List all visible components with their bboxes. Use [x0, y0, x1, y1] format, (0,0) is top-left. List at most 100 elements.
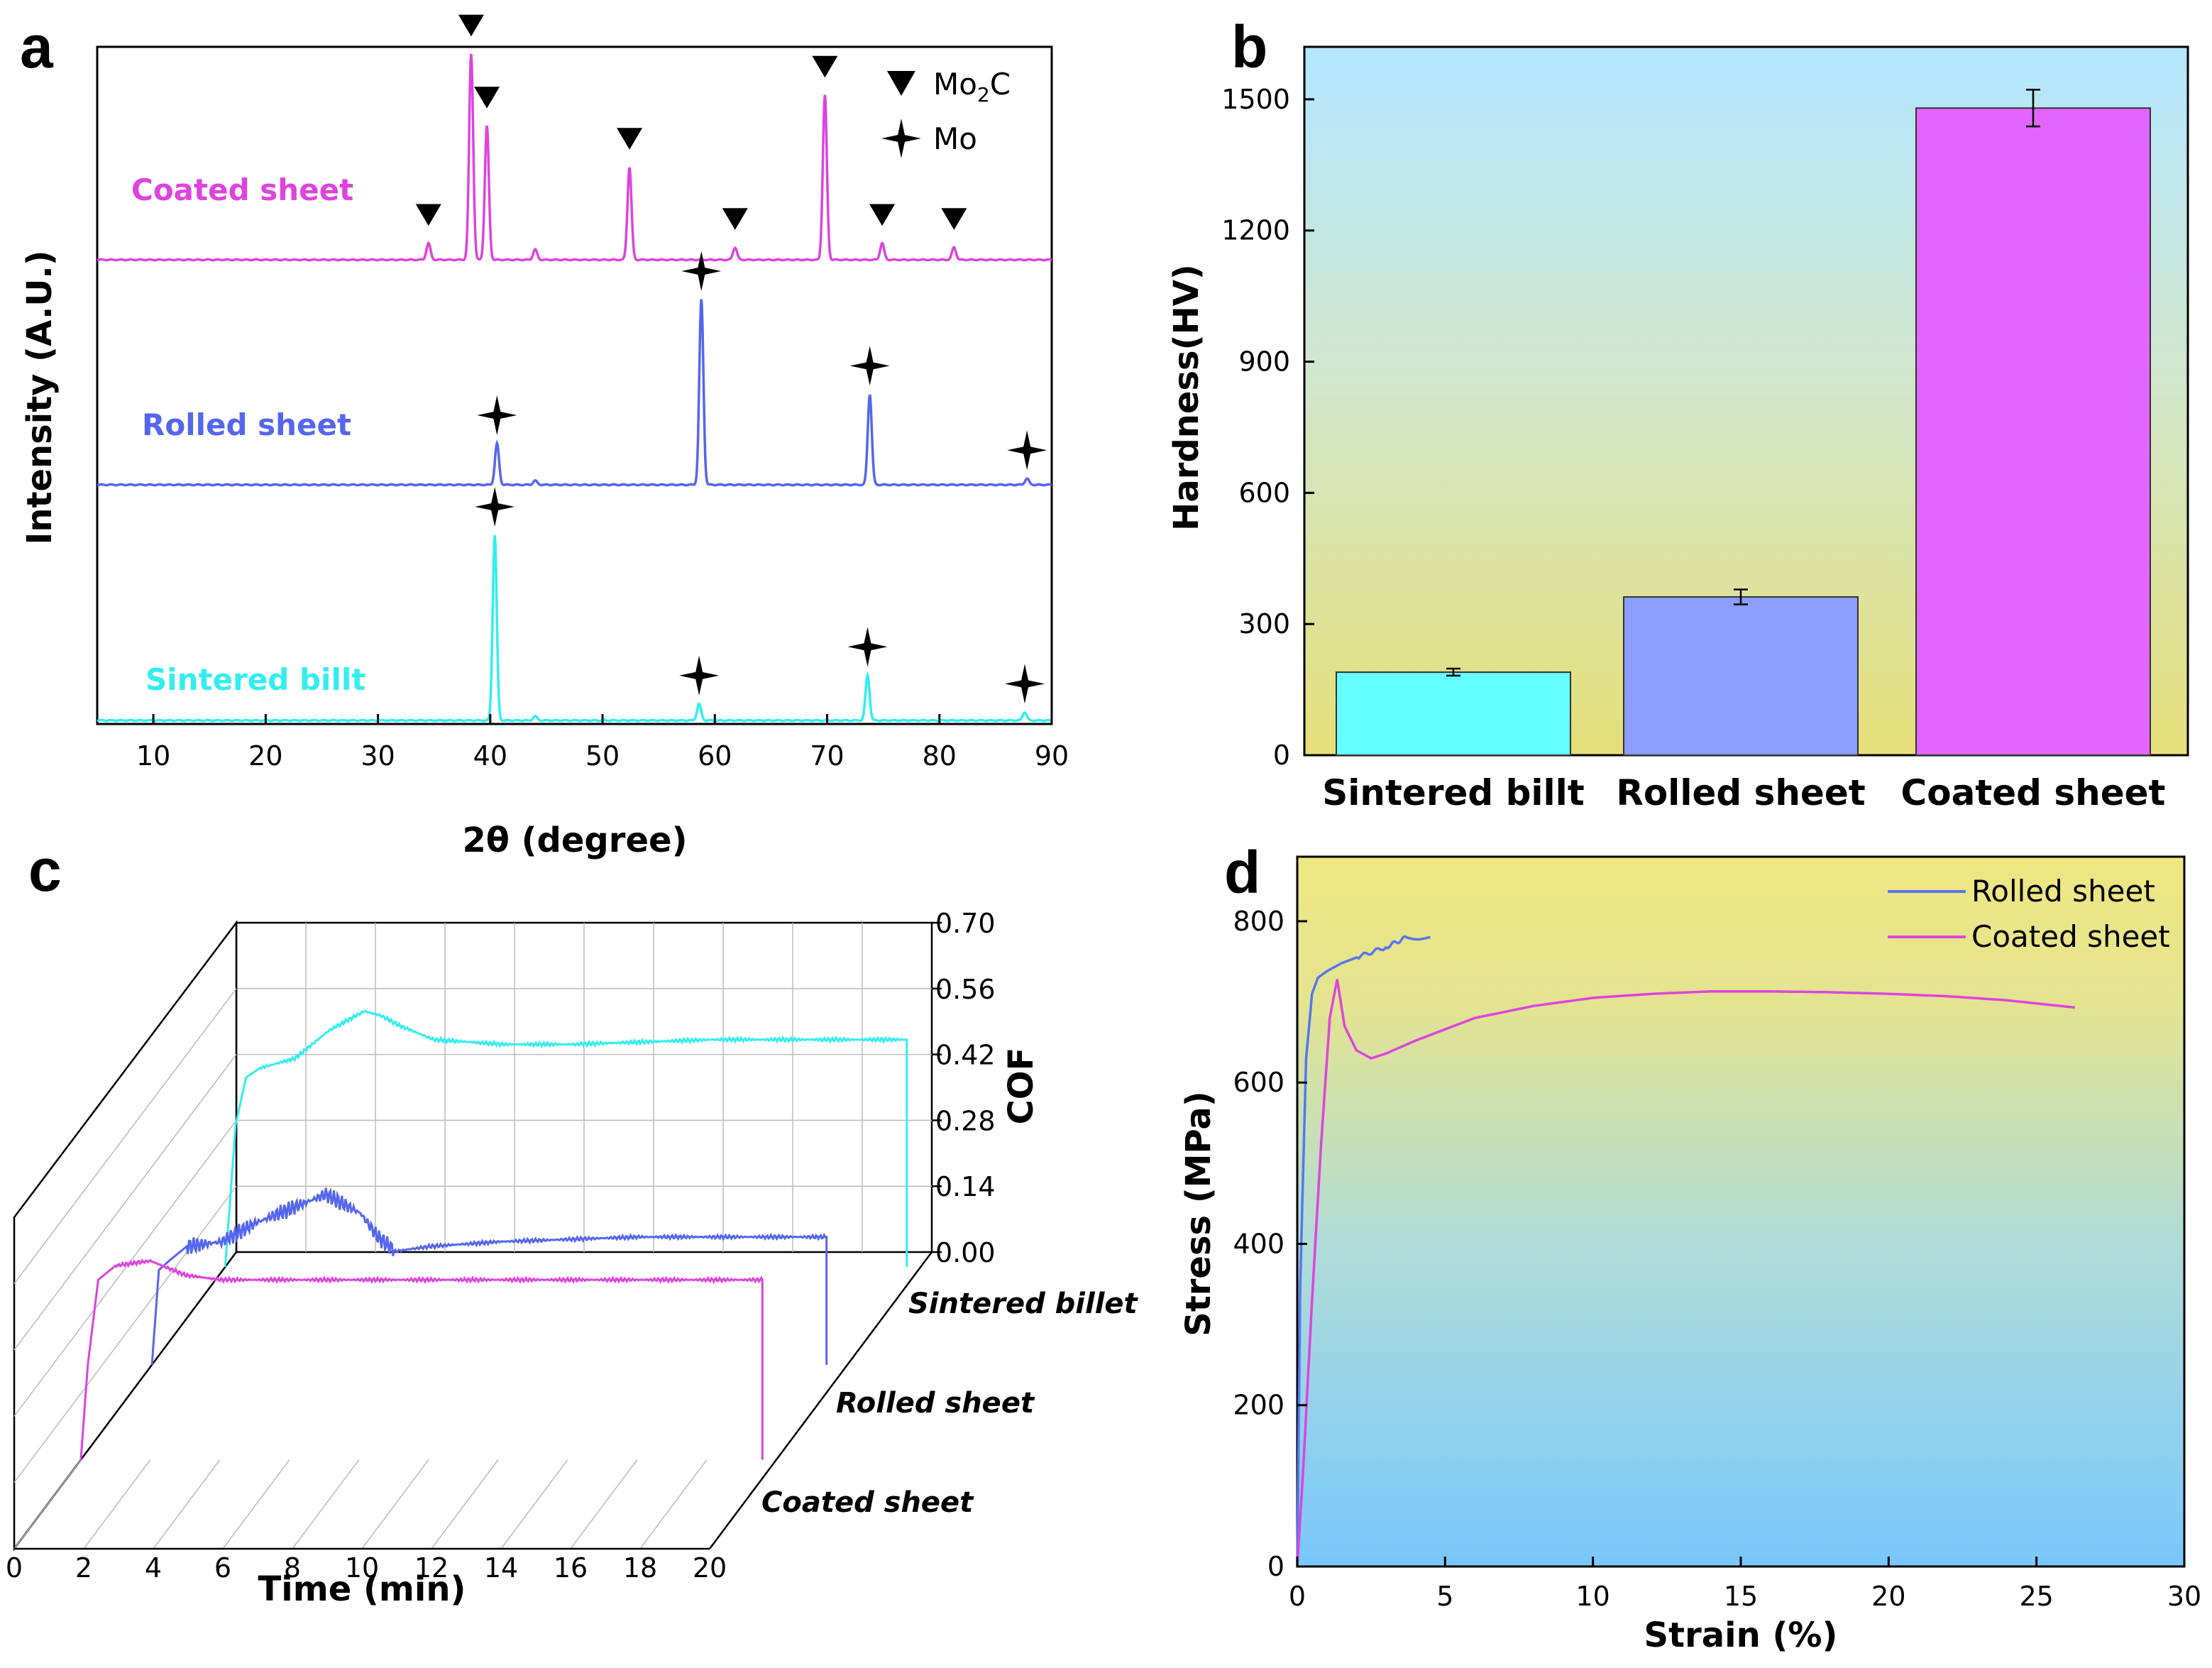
- legend-label-mo: Mo: [933, 121, 977, 156]
- triangle-marker-0-4: [722, 208, 748, 230]
- xrd-series: Coated sheet Rolled sheet Sintered billt: [97, 53, 1052, 723]
- floor-grid-0: [13, 1459, 82, 1549]
- y-axis-ticks-b: 0 300 600 900 1200 1500: [1221, 84, 1314, 771]
- floor-grid-1: [83, 1459, 151, 1549]
- stress-strain-line-1: [1296, 979, 2075, 1567]
- category-label-b-1: Rolled sheet: [1616, 772, 1865, 813]
- bar-0: [1336, 671, 1571, 757]
- xrd-series-2: Sintered billt: [97, 535, 1052, 723]
- panel-letter-d: d: [1224, 839, 1260, 906]
- x-axis-ticks-d: 0 5 10 15 20 25 30: [1289, 1557, 2201, 1612]
- cof-axis-title: COF: [1001, 1048, 1041, 1125]
- side-grid-3: [13, 1119, 237, 1417]
- time-tick-label-5: 10: [345, 1552, 379, 1584]
- cof-tick-label-4: 0.56: [935, 974, 996, 1005]
- legend-item-mo: Mo: [881, 119, 977, 158]
- floor-grid-6: [431, 1459, 499, 1549]
- floor-grid-9: [639, 1459, 708, 1549]
- triangle-marker-0-5: [812, 55, 838, 78]
- legend-a: Mo2C Mo: [881, 67, 1011, 158]
- cof-depth-label-2: Coated sheet: [761, 1486, 974, 1519]
- legend-label-mo2c: Mo2C: [933, 67, 1011, 106]
- triangle-marker-0-7: [941, 208, 967, 230]
- y-tick-label-b-2: 600: [1238, 477, 1290, 508]
- category-label-b-0: Sintered billt: [1322, 772, 1584, 813]
- x-tick-label-d-0: 0: [1289, 1581, 1306, 1612]
- time-tick-label-1: 2: [75, 1552, 92, 1584]
- time-tick-label-6: 12: [414, 1552, 449, 1584]
- time-tick-label-2: 4: [145, 1552, 162, 1584]
- cof-depth-label-1: Rolled sheet: [836, 1387, 1035, 1420]
- y-axis-title-b: Hardness(HV): [1167, 264, 1206, 531]
- triangle-marker-0-0: [415, 204, 441, 226]
- x-tick-label-d-4: 20: [1871, 1581, 1905, 1612]
- xrd-line-0: [97, 53, 1052, 262]
- y-axis-ticks-d: 0 200 400 600 800: [1233, 906, 1307, 1582]
- plot-frame-a: [96, 45, 1053, 725]
- bar-group-2: [1915, 89, 2151, 757]
- x-axis-ticks-a: 10 20 30 40 50 60 70 80 90: [136, 714, 1069, 772]
- time-tick-label-3: 6: [214, 1552, 231, 1584]
- star-marker-2-0: [475, 487, 515, 527]
- y-tick-label-b-1: 300: [1238, 608, 1290, 640]
- x-axis-title-d: Strain (%): [1644, 1615, 1838, 1655]
- x-tick-label-d-2: 10: [1575, 1581, 1610, 1612]
- time-axis-title: Time (min): [258, 1569, 466, 1609]
- cof-line-0: [224, 1009, 908, 1268]
- cof-3d-frame: [13, 920, 933, 1552]
- y-axis-title-d: Stress (MPa): [1179, 1091, 1218, 1337]
- category-label-b-2: Coated sheet: [1901, 772, 2166, 813]
- panel-b-hardness-chart: b 0 300 600 900 1200 1500 Sintered billt Rolle…: [1167, 13, 2189, 813]
- x-tick-label-a-6: 70: [810, 740, 844, 772]
- cof-depth-label-0: Sintered billet: [908, 1288, 1139, 1320]
- panel-d-stress-strain-chart: d 0 5 10 15 20 25 30 0 200 400 600 800 Rolled shee…: [1179, 839, 2201, 1655]
- side-grid-2: [13, 1054, 237, 1351]
- y-tick-label-b-0: 0: [1273, 740, 1290, 771]
- bar-2: [1915, 107, 2151, 757]
- cof-tick-label-0: 0.00: [935, 1237, 996, 1268]
- triangle-marker-0-3: [617, 128, 643, 150]
- x-tick-label-a-0: 10: [136, 740, 170, 772]
- category-labels-b: Sintered billt Rolled sheet Coated sheet: [1322, 772, 2165, 813]
- cof-tick-label-2: 0.28: [935, 1105, 996, 1136]
- xrd-series-label-1: Rolled sheet: [142, 407, 351, 442]
- star-icon: [881, 119, 921, 158]
- y-tick-label-d-3: 600: [1233, 1067, 1284, 1098]
- x-tick-label-d-6: 30: [2167, 1581, 2201, 1612]
- bar-group-1: [1623, 588, 1859, 756]
- x-tick-label-a-2: 30: [361, 740, 395, 772]
- legend-label-rolled: Rolled sheet: [1971, 874, 2155, 909]
- x-tick-label-a-7: 80: [923, 740, 957, 772]
- triangle-marker-0-1: [458, 14, 484, 37]
- xrd-series-label-0: Coated sheet: [131, 172, 353, 207]
- xrd-series-0: Coated sheet: [97, 53, 1052, 262]
- cof-tick-label-3: 0.42: [935, 1040, 996, 1071]
- star-marker-1-0: [477, 395, 517, 435]
- star-marker-2-3: [1005, 664, 1045, 704]
- y-tick-label-d-4: 800: [1233, 906, 1284, 937]
- time-axis-ticks: 0 2 4 6 8 10 12 14 16 18 20: [6, 1552, 727, 1584]
- panel-a-xrd-chart: a Coated sheet Rolled sheet Sintered billt…: [20, 13, 1069, 860]
- star-marker-1-2: [849, 346, 890, 386]
- side-grid-4: [13, 1185, 237, 1483]
- floor-grid-4: [292, 1459, 360, 1549]
- x-tick-label-d-5: 25: [2019, 1581, 2053, 1612]
- legend-label-coated: Coated sheet: [1971, 919, 2170, 954]
- hardness-bars: [1336, 89, 2151, 757]
- floor-grid-2: [153, 1459, 221, 1549]
- side-wall: [13, 920, 238, 1552]
- star-marker-2-2: [847, 627, 888, 667]
- star-marker-1-1: [681, 251, 722, 291]
- triangle-marker-0-6: [869, 204, 896, 226]
- xrd-series-label-2: Sintered billt: [145, 662, 365, 697]
- star-marker-2-1: [679, 655, 720, 696]
- floor-grid-7: [500, 1459, 568, 1549]
- panel-letter-b: b: [1231, 13, 1267, 80]
- x-tick-label-d-3: 15: [1724, 1581, 1758, 1612]
- xrd-line-1: [97, 299, 1052, 487]
- x-tick-label-a-1: 20: [248, 740, 282, 772]
- y-axis-title-a: Intensity (A.U.): [20, 250, 60, 544]
- y-tick-label-d-1: 200: [1233, 1390, 1284, 1421]
- x-tick-label-a-5: 60: [698, 740, 732, 772]
